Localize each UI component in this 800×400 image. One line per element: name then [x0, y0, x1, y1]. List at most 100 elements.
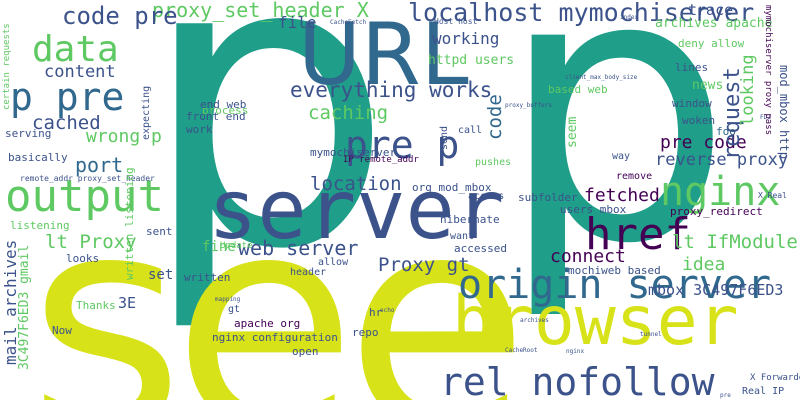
word-location: location: [310, 173, 402, 195]
word-idea: idea: [682, 254, 726, 275]
word-three-e: 3E: [118, 294, 137, 312]
word-send: send: [439, 125, 450, 150]
word-remove: remove: [616, 171, 653, 182]
word-sent: sent: [146, 225, 173, 238]
word-rel-nofollow: rel nofollow: [440, 360, 715, 400]
word-pre-code: pre code: [660, 132, 747, 153]
word-accessed: accessed: [454, 242, 507, 255]
word-deny-allow: deny allow: [678, 37, 745, 50]
word-code-vertical: code: [484, 94, 506, 140]
word-web-server: web server: [238, 236, 359, 260]
word-real-ip: Real IP: [742, 386, 785, 397]
word-process: process: [202, 104, 249, 117]
word-content: content: [44, 62, 116, 82]
word-proxy-set-header: proxy_set_header X: [152, 0, 369, 22]
word-front-end: front end: [186, 110, 246, 123]
word-basically: basically: [8, 151, 68, 164]
word-server: server: [208, 163, 505, 258]
word-nginx-small: nginx: [566, 348, 585, 355]
word-expecting: expecting: [141, 85, 152, 140]
word-seem: seem: [565, 116, 580, 148]
word-work: work: [186, 123, 213, 136]
word-cached: cached: [32, 112, 101, 134]
word-remote-addr-proxy: remote_addr proxy_set_header: [20, 174, 155, 183]
word-mymochiserver: mymochiserver: [310, 146, 397, 159]
word-thanks: Thanks: [76, 299, 116, 312]
word-archives-apache: archives apache: [655, 16, 773, 31]
word-x-forwarded: X Forwarded: [750, 373, 800, 383]
word-users-mbox: users mbox: [560, 203, 627, 216]
word-call: call: [458, 125, 483, 136]
word-see: see: [28, 150, 529, 400]
word-lt-proxy: lt Proxy: [45, 231, 137, 253]
word-trace: trace: [688, 1, 734, 19]
word-caching: caching: [308, 102, 389, 124]
word-wrong-p: wrong p: [86, 126, 162, 147]
word-origin-server: origin server: [458, 262, 772, 308]
word-apache-org: apache org: [234, 317, 301, 330]
word-pre-p: pre p: [345, 123, 460, 167]
word-mymochiserver-proxy: mymochiserver proxy pass: [763, 5, 773, 136]
word-code-pre-top: code pre: [62, 2, 178, 30]
word-serving: serving: [5, 127, 52, 140]
word-org-mod-mbox: org mod_mbox: [412, 181, 492, 194]
word-client-max-body: client_max_body_size: [565, 74, 638, 81]
word-p-big-right: p: [498, 0, 733, 325]
word-reverse-proxy: reverse proxy: [655, 150, 789, 170]
word-window: window: [672, 97, 712, 110]
word-mbox: mbox 3C497F6ED3: [648, 281, 784, 299]
word-way: way: [612, 151, 631, 162]
word-foo: foo: [716, 125, 736, 138]
word-connect: connect: [550, 246, 626, 267]
word-end-web: end web: [200, 98, 247, 111]
word-header: header: [290, 267, 327, 278]
word-everything-works: everything works: [290, 78, 493, 102]
word-p-big-left: p: [140, 0, 394, 337]
word-lines: lines: [675, 61, 709, 74]
word-pre: pre: [720, 392, 731, 399]
word-based-web: based web: [548, 83, 608, 96]
word-httpd-users: httpd users: [428, 53, 515, 68]
word-fd1: FD1: [760, 114, 771, 121]
word-p-pre-left: p pre: [10, 75, 125, 119]
word-file: file: [278, 13, 317, 32]
word-x-real: X Real: [758, 191, 787, 200]
word-fetched: fetched: [584, 185, 660, 206]
word-set: set: [148, 267, 174, 283]
word-nginx-configuration: nginx configuration: [212, 331, 338, 344]
word-host-host: Host host: [434, 17, 478, 26]
word-echo: echo: [380, 307, 395, 314]
word-caching-small: CacheFetch: [330, 19, 367, 26]
word-looks: looks: [66, 252, 100, 265]
word-mochiweb-based: mochiweb based: [568, 264, 661, 277]
word-now: Now: [52, 324, 72, 337]
word-gt: gt: [228, 304, 241, 315]
word-lt-ifmodule: lt IfModule: [672, 231, 798, 253]
word-data: data: [32, 29, 119, 70]
word-written: written: [184, 271, 231, 284]
word-proxy-buffers: proxy_buffers: [505, 102, 552, 109]
word-index: index: [620, 14, 639, 21]
word-port: port: [75, 153, 124, 177]
word-want: want: [450, 231, 475, 242]
word-proxy-redirect: proxy_redirect: [670, 205, 763, 218]
word-archives: archives: [520, 317, 549, 324]
word-url: URL: [298, 5, 469, 105]
word-tunnel: tunnel: [640, 331, 662, 338]
word-output: output: [5, 171, 164, 222]
word-looking: looking: [738, 54, 758, 126]
word-access: access: [468, 191, 505, 202]
word-href: href: [585, 209, 691, 260]
word-allow: allow: [318, 257, 349, 268]
word-ip-remote: IP remote_addr: [343, 155, 419, 165]
word-nginx: nginx: [660, 169, 781, 215]
word-subfolder: subfolder: [518, 191, 578, 204]
word-mapping: mapping: [215, 296, 241, 303]
word-localhost: localhost mymochiserver: [408, 0, 755, 27]
word-repo: repo: [352, 326, 379, 339]
word-hibernate: hibernate: [440, 213, 500, 226]
word-mod-mbox: mod_mbox http: [777, 65, 791, 159]
word-open: open: [292, 345, 319, 358]
word-cacheroot: CacheRoot: [505, 347, 538, 354]
